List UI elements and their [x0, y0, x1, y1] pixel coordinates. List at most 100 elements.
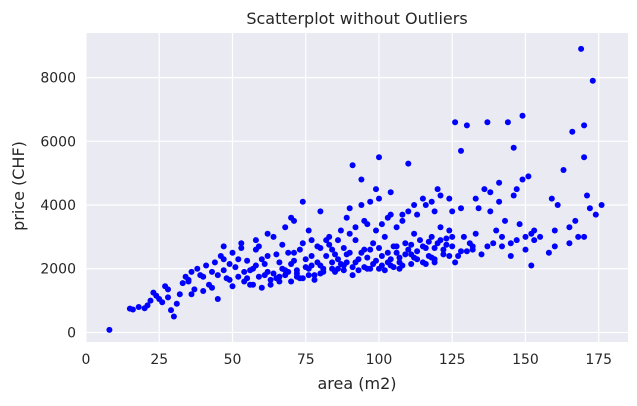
scatter-point: [484, 119, 491, 126]
x-tick-label: 75: [297, 352, 315, 368]
x-tick-label: 125: [439, 352, 466, 368]
scatter-point: [279, 241, 286, 248]
scatter-point: [238, 245, 245, 251]
scatter-point: [545, 249, 552, 256]
scatter-point: [288, 261, 295, 267]
scatter-point: [405, 160, 412, 167]
scatter-point: [317, 208, 324, 215]
scatter-point: [106, 326, 113, 333]
scatter-point: [270, 270, 277, 277]
scatter-point: [293, 267, 300, 274]
scatter-point: [551, 227, 558, 234]
scatter-point: [317, 270, 324, 277]
scatter-point: [560, 167, 567, 173]
scatter-point: [129, 306, 136, 313]
scatter-point: [329, 265, 336, 272]
scatter-point: [370, 240, 377, 247]
scatter-point: [463, 248, 470, 255]
scatter-point: [349, 162, 356, 169]
scatter-point: [200, 288, 207, 294]
scatter-point: [232, 264, 239, 271]
scatter-point: [502, 217, 508, 224]
scatter-point: [244, 257, 251, 264]
scatter-point: [393, 224, 400, 231]
scatter-point: [317, 245, 324, 251]
scatter-point: [367, 246, 374, 253]
scatter-point: [302, 256, 309, 263]
scatter-point: [425, 238, 432, 245]
scatter-point: [419, 195, 426, 202]
scatter-point: [270, 233, 277, 240]
scatter-point: [276, 259, 283, 266]
scatter-point: [589, 77, 596, 84]
scatter-point: [537, 233, 544, 240]
x-tick-label: 150: [512, 352, 539, 368]
scatter-point: [419, 259, 426, 266]
scatter-point: [311, 276, 318, 283]
scatter-point: [329, 246, 336, 253]
scatter-point: [376, 154, 382, 161]
scatter-point: [387, 256, 394, 263]
scatter-point: [179, 280, 186, 287]
scatter-point: [349, 264, 356, 271]
scatter-point: [168, 307, 174, 314]
scatter-point: [220, 243, 227, 250]
scatter-point: [335, 237, 341, 244]
scatter-point: [355, 267, 362, 274]
scatter-point: [452, 259, 459, 266]
scatter-point: [487, 189, 494, 196]
scatter-point: [282, 272, 289, 279]
scatter-point: [490, 240, 497, 247]
scatter-point: [326, 241, 333, 248]
x-axis-label: area (m2): [317, 374, 396, 393]
scatter-point: [255, 273, 262, 280]
scatter-point: [475, 205, 482, 212]
x-axis-ticks: 0 25 50 75 100 125 150 175: [82, 352, 613, 368]
scatter-point: [581, 233, 588, 240]
scatter-point: [378, 253, 385, 259]
scatter-point: [443, 235, 450, 242]
scatter-point: [408, 241, 415, 248]
plot-area: [86, 33, 628, 342]
scatter-point: [332, 251, 338, 258]
scatter-point: [452, 119, 459, 126]
scatter-point: [211, 259, 218, 266]
scatter-point: [507, 240, 514, 247]
scatter-point: [551, 243, 558, 250]
scatter-point: [581, 154, 588, 161]
scatter-point: [276, 273, 283, 280]
scatter-point: [387, 189, 394, 196]
scatter-point: [144, 302, 151, 309]
scatter-point: [241, 268, 248, 275]
scatter-point: [402, 240, 409, 247]
data-points: [106, 45, 605, 333]
scatter-point: [314, 259, 321, 266]
scatter-point: [440, 251, 447, 258]
scatter-point: [393, 243, 400, 250]
scatter-point: [364, 265, 371, 272]
scatter-point: [364, 254, 371, 261]
scatter-point: [229, 283, 236, 290]
scatter-point: [252, 237, 259, 244]
scatter-point: [285, 249, 292, 256]
scatter-point: [566, 224, 573, 231]
scatter-point: [191, 286, 198, 293]
scatter-point: [358, 202, 365, 208]
scatter-point: [493, 227, 500, 234]
scatter-point: [337, 227, 344, 234]
scatter-point: [463, 122, 470, 129]
scatter-point: [352, 237, 359, 244]
scatter-point: [159, 299, 166, 306]
scatter-point: [308, 237, 315, 244]
scatter-point: [329, 259, 336, 266]
scatter-point: [384, 249, 391, 256]
scatter-point: [209, 268, 215, 275]
scatter-point: [188, 268, 195, 275]
scatter-point: [220, 267, 227, 274]
scatter-point: [437, 237, 444, 244]
scatter-point: [499, 233, 505, 240]
scatter-point: [531, 237, 538, 244]
scatter-point: [349, 272, 356, 279]
scatter-point: [352, 259, 359, 266]
x-tick-label: 0: [82, 352, 91, 368]
